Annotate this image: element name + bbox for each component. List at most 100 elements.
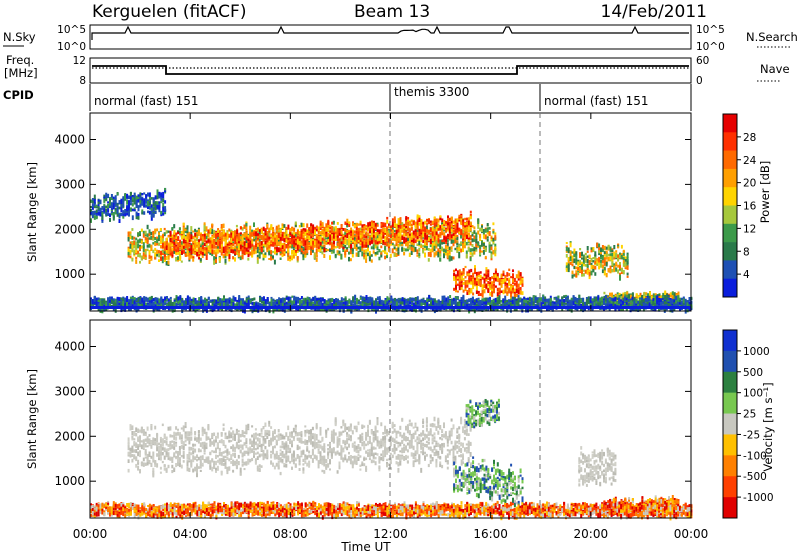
cell-power-1 xyxy=(429,223,432,226)
cell-power-1 xyxy=(361,242,364,248)
cell-power-2 xyxy=(466,290,469,293)
cell-power-1 xyxy=(405,225,408,231)
cell-power-1 xyxy=(272,229,275,232)
cell-power-1 xyxy=(467,217,470,221)
cell-power-1 xyxy=(298,245,301,249)
cell-power-0 xyxy=(469,235,472,240)
cell-power-1 xyxy=(435,218,438,223)
cell-power-2 xyxy=(510,296,513,299)
cell-power-3 xyxy=(135,212,138,217)
cell-power-1 xyxy=(333,232,335,237)
cell-power-0 xyxy=(211,223,214,226)
cell-power-0 xyxy=(408,246,411,250)
cell-power-3 xyxy=(90,206,92,209)
cell-power-4 xyxy=(615,267,618,272)
cell-power-1 xyxy=(274,248,277,253)
cell-power-1 xyxy=(234,245,237,250)
cell-power-4 xyxy=(600,262,602,268)
cell-power-2 xyxy=(508,273,511,277)
cell-power-6 xyxy=(158,298,161,303)
cell-power-5 xyxy=(609,292,612,297)
cell-power-6 xyxy=(122,298,125,302)
cell-power-1 xyxy=(264,235,267,239)
cell-power-0 xyxy=(266,247,269,253)
cell-power-1 xyxy=(447,233,449,238)
cell-power-1 xyxy=(340,241,343,245)
cell-power-1 xyxy=(445,228,448,233)
cell-power-2 xyxy=(458,285,461,291)
cell-power-1 xyxy=(228,235,231,238)
cell-power-1 xyxy=(293,238,296,241)
cell-power-2 xyxy=(475,290,478,294)
cell-power-6 xyxy=(97,303,100,306)
cell-power-1 xyxy=(209,240,212,243)
cell-power-0 xyxy=(475,235,478,239)
cell-power-0 xyxy=(420,237,423,243)
cell-power-4 xyxy=(598,265,601,270)
cell-power-4 xyxy=(582,254,585,259)
cell-power-6 xyxy=(99,301,102,306)
cell-power-1 xyxy=(308,230,311,234)
cell-power-2 xyxy=(460,284,463,288)
cell-power-4 xyxy=(617,269,620,274)
cell-power-1 xyxy=(251,250,254,255)
cell-power-3 xyxy=(148,196,151,201)
cell-power-0 xyxy=(148,260,151,264)
cell-power-0 xyxy=(332,246,335,250)
cell-power-1 xyxy=(327,239,330,244)
cell-power-1 xyxy=(272,233,275,236)
cell-power-4 xyxy=(592,265,595,269)
cell-power-1 xyxy=(331,242,334,247)
cell-power-0 xyxy=(144,257,147,260)
cell-power-0 xyxy=(216,250,219,254)
cell-power-1 xyxy=(359,230,362,234)
cell-power-0 xyxy=(463,243,466,249)
cell-power-0 xyxy=(435,243,438,246)
cell-power-5 xyxy=(671,294,674,297)
cell-power-1 xyxy=(249,232,252,237)
cell-power-1 xyxy=(310,224,313,229)
cell-power-4 xyxy=(620,267,623,271)
cell-power-3 xyxy=(133,194,136,199)
cell-power-6 xyxy=(112,298,115,301)
cell-power-0 xyxy=(268,232,271,238)
cell-power-1 xyxy=(319,225,322,228)
cell-power-0 xyxy=(296,249,299,253)
cell-power-1 xyxy=(321,228,324,233)
cell-power-1 xyxy=(268,236,271,240)
cell-power-4 xyxy=(622,250,625,253)
cell-power-0 xyxy=(482,250,485,255)
cell-power-1 xyxy=(348,231,351,235)
cell-power-0 xyxy=(425,225,428,230)
cell-power-6 xyxy=(120,307,123,313)
cell-power-5 xyxy=(620,293,623,297)
cell-power-0 xyxy=(302,252,305,258)
cell-power-0 xyxy=(281,249,284,254)
cell-power-3 xyxy=(158,209,161,213)
cell-power-1 xyxy=(409,220,411,225)
cell-power-1 xyxy=(410,236,413,239)
nave-tick-bottom: 0 xyxy=(696,75,703,87)
cell-power-2 xyxy=(468,271,471,276)
cell-power-1 xyxy=(160,235,163,241)
cell-power-3 xyxy=(152,207,155,212)
cell-power-3 xyxy=(145,204,148,208)
cell-power-0 xyxy=(473,250,476,255)
cell-power-1 xyxy=(355,222,358,228)
cell-power-2 xyxy=(510,276,513,279)
cell-power-1 xyxy=(232,243,235,247)
cell-power-0 xyxy=(275,244,278,249)
cell-power-1 xyxy=(205,255,208,260)
cell-power-1 xyxy=(437,223,440,228)
cell-power-1 xyxy=(342,239,345,244)
cell-power-0 xyxy=(154,252,157,258)
cell-power-1 xyxy=(414,239,417,244)
cell-power-1 xyxy=(181,235,183,240)
cell-power-1 xyxy=(388,238,391,243)
cell-power-0 xyxy=(477,218,480,222)
cell-power-0 xyxy=(424,248,426,251)
cell-power-2 xyxy=(506,272,509,277)
cell-power-0 xyxy=(142,253,145,256)
cell-power-1 xyxy=(220,231,223,237)
cell-power-1 xyxy=(181,232,183,238)
